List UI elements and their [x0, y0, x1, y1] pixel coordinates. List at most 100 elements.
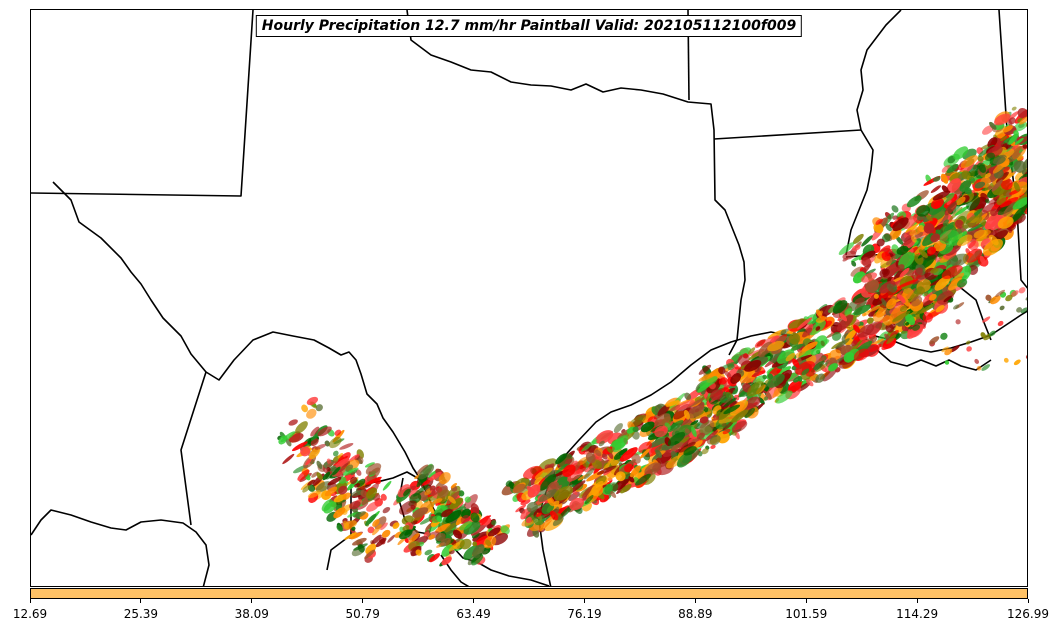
border-red-river — [52, 181, 422, 481]
precip-blob — [966, 346, 972, 352]
precip-blob — [977, 155, 984, 162]
precip-blob — [422, 479, 431, 486]
precip-blob — [399, 500, 417, 515]
precip-blob — [348, 453, 360, 463]
border-ok-tx — [406, 10, 746, 356]
precip-blob — [458, 490, 465, 497]
precip-blob — [989, 121, 997, 130]
precip-blob — [1025, 295, 1027, 301]
precip-blob — [943, 295, 952, 303]
precip-blob — [979, 255, 986, 265]
precip-blob — [879, 268, 890, 278]
precip-blob — [382, 480, 392, 491]
precip-blob — [956, 278, 968, 288]
precip-blob — [412, 507, 429, 518]
precip-blob — [995, 289, 1006, 298]
precip-blob — [684, 392, 692, 400]
precip-blob — [967, 238, 979, 251]
precip-blob — [302, 485, 311, 493]
precip-blob — [305, 457, 312, 466]
precip-blob — [909, 226, 923, 236]
precip-blob — [810, 347, 821, 356]
precip-blob — [552, 516, 564, 526]
precip-blob — [1022, 155, 1027, 171]
precip-blob — [375, 537, 387, 548]
precip-blob — [698, 364, 712, 375]
precip-blob — [365, 513, 377, 526]
tick-mark — [140, 599, 142, 603]
precip-blob — [936, 223, 950, 239]
precip-blob — [1022, 144, 1027, 149]
precip-blob — [746, 396, 761, 409]
precip-blob — [387, 534, 396, 543]
precip-blob — [347, 511, 358, 518]
precip-blob — [448, 542, 460, 552]
precip-blob — [366, 487, 378, 499]
precip-blob — [818, 310, 823, 316]
precip-blob — [534, 467, 553, 480]
precip-blob — [546, 496, 556, 507]
precip-blob — [994, 113, 1011, 126]
precip-blob — [328, 436, 342, 449]
precip-blob — [459, 521, 473, 531]
precip-blob — [876, 238, 885, 247]
precip-blob — [991, 179, 1003, 192]
tick-label: 76.19 — [567, 607, 602, 621]
precip-blob — [801, 368, 810, 376]
precip-blob — [853, 324, 861, 333]
precip-blob — [527, 484, 541, 498]
precip-blob — [788, 318, 807, 329]
tick-mark — [251, 599, 253, 603]
precip-blob — [991, 141, 1004, 152]
precip-blob — [310, 426, 320, 437]
tick-label: 126.99 — [1007, 607, 1049, 621]
precip-blob — [630, 465, 641, 478]
precip-blob — [892, 311, 911, 323]
precip-blob — [916, 286, 925, 295]
precip-blob — [865, 279, 880, 293]
precip-blob — [372, 524, 382, 536]
precip-blob — [491, 520, 497, 526]
precip-blob — [332, 466, 341, 476]
precip-blob — [525, 516, 532, 524]
precip-blob — [857, 324, 875, 338]
precip-blob — [297, 469, 310, 481]
precip-blob — [853, 348, 870, 361]
precip-blob — [444, 522, 457, 533]
precip-blob — [1020, 307, 1027, 314]
precip-blob — [911, 235, 917, 243]
precip-blob — [315, 481, 332, 493]
precip-blob — [562, 464, 576, 477]
precip-blob — [965, 340, 971, 345]
precip-blob — [701, 448, 709, 455]
precip-blob — [567, 469, 583, 482]
precip-blob — [730, 373, 742, 384]
precip-blob — [997, 320, 1004, 327]
precip-blob — [364, 462, 375, 468]
precip-blob — [886, 334, 897, 345]
precip-blob — [723, 370, 732, 378]
precip-blob — [538, 489, 557, 502]
tick-label: 114.29 — [896, 607, 939, 621]
precip-blob — [987, 137, 998, 148]
precip-blob — [639, 448, 650, 459]
precip-blob — [815, 316, 827, 323]
precip-blob — [1027, 166, 1028, 179]
precip-blob — [731, 409, 749, 423]
precip-blob — [791, 358, 800, 368]
precip-blob — [954, 205, 970, 216]
precip-blob — [835, 338, 850, 349]
precip-blob — [851, 261, 857, 267]
precip-blob — [923, 259, 937, 273]
precip-blob — [885, 223, 892, 232]
precip-blob — [324, 486, 338, 497]
tick-mark — [29, 599, 31, 603]
precip-blob — [946, 200, 952, 206]
precip-blob — [729, 400, 749, 416]
precip-blob — [955, 319, 961, 325]
precip-blob — [344, 532, 357, 540]
precip-blob — [594, 449, 602, 457]
precip-blob — [654, 444, 667, 452]
precip-blob — [793, 376, 801, 383]
precip-blob — [919, 303, 935, 314]
